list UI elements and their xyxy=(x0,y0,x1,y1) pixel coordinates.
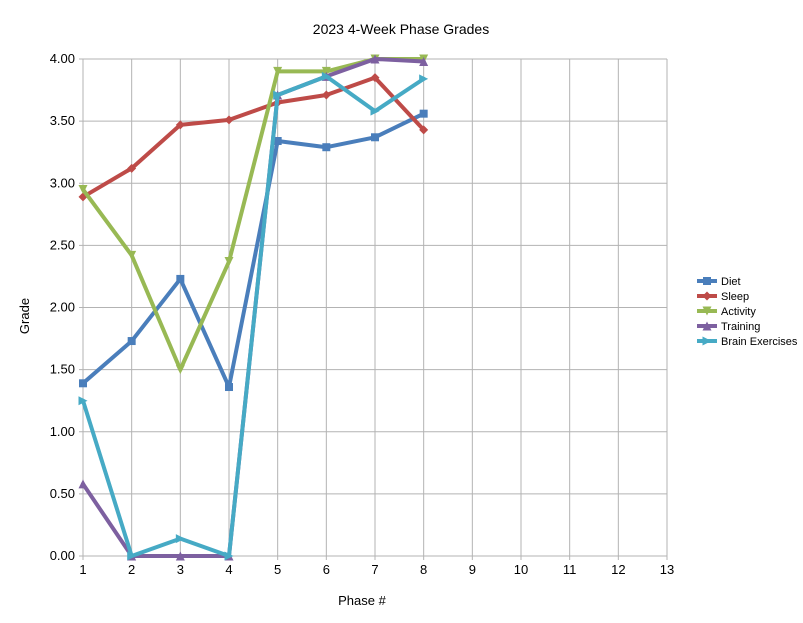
data-point-training xyxy=(175,551,185,561)
data-point-diet xyxy=(176,274,185,283)
data-point-activity xyxy=(175,365,185,375)
data-point-brain-exercises xyxy=(321,71,331,81)
series-line-sleep xyxy=(81,75,426,199)
data-point-brain-exercises xyxy=(78,396,88,406)
y-tick-label: 2.00 xyxy=(50,300,75,315)
x-axis-ticks: 1 2 3 4 5 6 7 8 9 10 11 12 13 xyxy=(79,562,674,577)
data-point-diet xyxy=(79,379,87,388)
data-point-diet xyxy=(127,337,136,346)
data-point-activity xyxy=(78,184,88,194)
x-tick-label: 12 xyxy=(611,562,625,577)
data-point-brain-exercises xyxy=(175,534,185,544)
y-axis-title: Grade xyxy=(17,298,32,334)
legend-swatch-marker xyxy=(702,321,712,331)
legend-item-activity: Activity xyxy=(697,306,756,318)
legend-label: Diet xyxy=(721,276,741,288)
data-point-sleep xyxy=(224,115,234,125)
data-point-training xyxy=(419,56,429,66)
data-point-diet xyxy=(322,143,331,152)
y-tick-label: 3.00 xyxy=(50,175,75,190)
series-diet xyxy=(79,109,428,392)
data-point-diet xyxy=(419,109,428,118)
x-tick-label: 4 xyxy=(225,562,232,577)
legend: Diet Sleep Activity Training Brain Exercises xyxy=(697,276,798,348)
x-tick-label: 3 xyxy=(177,562,184,577)
legend-item-diet: Diet xyxy=(697,276,741,288)
series-brain-exercises xyxy=(78,71,429,561)
gridlines xyxy=(79,58,668,560)
x-tick-label: 9 xyxy=(469,562,476,577)
data-point-brain-exercises xyxy=(273,90,283,100)
legend-label: Sleep xyxy=(721,291,749,303)
y-tick-label: 2.50 xyxy=(50,237,75,252)
x-tick-label: 2 xyxy=(128,562,135,577)
data-point-sleep xyxy=(321,90,331,100)
legend-item-brain-exercises: Brain Exercises xyxy=(697,336,798,348)
data-point-training xyxy=(78,479,88,489)
y-tick-label: 4.00 xyxy=(50,51,75,66)
data-point-brain-exercises xyxy=(224,551,234,561)
y-axis-ticks: 0.00 0.50 1.00 1.50 2.00 2.50 3.00 3.50 4.00 xyxy=(50,51,75,563)
legend-swatch-marker xyxy=(703,277,711,285)
legend-item-training: Training xyxy=(697,321,760,333)
data-point-activity xyxy=(127,250,137,260)
legend-item-sleep: Sleep xyxy=(697,291,749,303)
x-tick-label: 13 xyxy=(660,562,674,577)
data-point-diet xyxy=(273,137,282,146)
data-point-sleep xyxy=(127,163,137,173)
chart-title: 2023 4-Week Phase Grades xyxy=(313,21,489,37)
data-point-sleep xyxy=(370,73,380,83)
data-point-sleep xyxy=(419,125,429,135)
y-tick-label: 3.50 xyxy=(50,113,75,128)
x-tick-label: 7 xyxy=(371,562,378,577)
legend-label: Training xyxy=(721,321,760,333)
legend-swatch-marker xyxy=(702,306,712,316)
y-tick-label: 0.00 xyxy=(50,548,75,563)
data-point-brain-exercises xyxy=(419,74,429,84)
data-point-brain-exercises xyxy=(127,551,137,561)
data-point-diet xyxy=(371,133,379,142)
data-point-activity xyxy=(224,257,234,267)
data-point-sleep xyxy=(175,120,185,130)
x-tick-label: 11 xyxy=(563,562,577,577)
x-tick-label: 1 xyxy=(79,562,86,577)
data-point-activity xyxy=(273,66,283,76)
y-tick-label: 1.00 xyxy=(50,424,75,439)
data-point-brain-exercises xyxy=(370,106,380,116)
y-tick-label: 1.50 xyxy=(50,362,75,377)
legend-swatch-marker xyxy=(702,336,712,346)
series-line-brain-exercises xyxy=(81,74,426,558)
legend-label: Brain Exercises xyxy=(721,336,798,348)
x-tick-label: 5 xyxy=(274,562,281,577)
data-point-training xyxy=(370,54,380,64)
series-group xyxy=(78,54,429,561)
legend-label: Activity xyxy=(721,306,756,318)
y-tick-label: 0.50 xyxy=(50,486,75,501)
x-tick-label: 6 xyxy=(323,562,330,577)
x-tick-label: 10 xyxy=(514,562,528,577)
series-line-diet xyxy=(81,111,426,390)
legend-swatch-marker xyxy=(702,291,712,301)
x-tick-label: 8 xyxy=(420,562,427,577)
data-point-activity xyxy=(321,66,331,76)
data-point-diet xyxy=(225,383,233,392)
x-axis-title: Phase # xyxy=(338,593,386,608)
